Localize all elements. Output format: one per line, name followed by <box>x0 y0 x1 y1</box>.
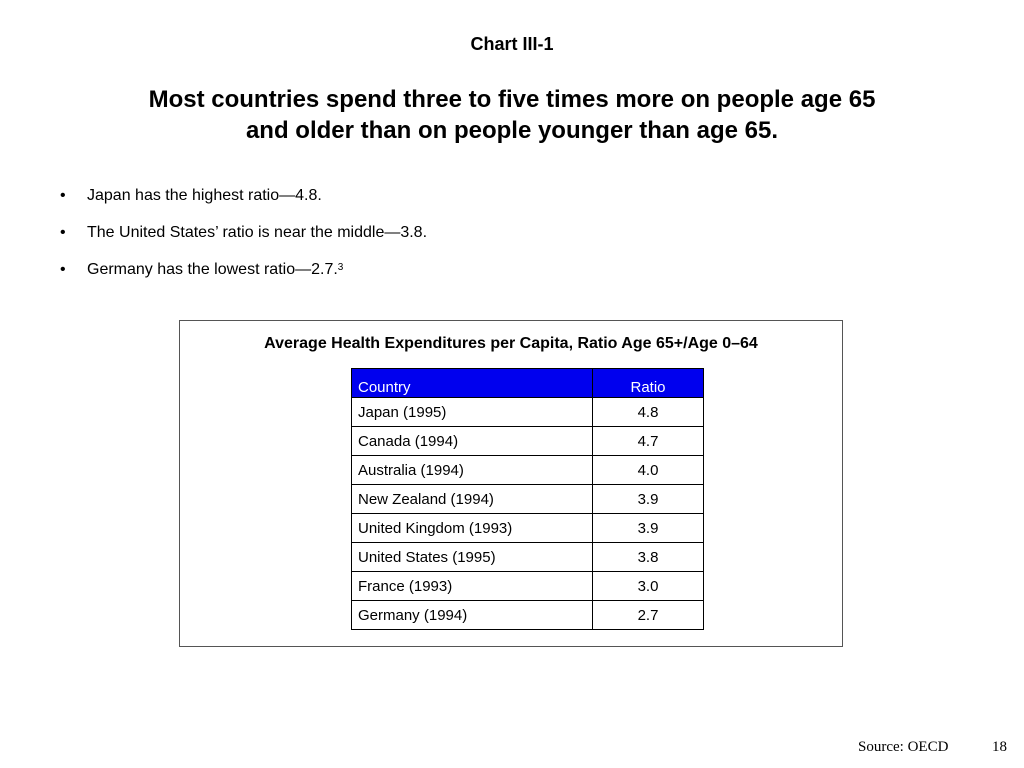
ratio-cell: 4.8 <box>592 397 704 427</box>
headline-line-2: and older than on people younger than ag… <box>245 117 779 144</box>
expenditure-ratio-table: Country Ratio Japan (1995) 4.8 Canada (1… <box>351 368 704 630</box>
slide-headline: Most countries spend three to five times… <box>40 84 984 146</box>
table-row: United Kingdom (1993) 3.9 <box>351 513 704 543</box>
page-number: 18 <box>992 739 1007 755</box>
bullet-dot-icon: • <box>60 261 66 278</box>
table-row: United States (1995) 3.8 <box>351 542 704 572</box>
chart-label: Chart III-1 <box>470 34 554 54</box>
source-note: Source: OECD <box>858 739 949 755</box>
footnote-marker: 3 <box>337 262 344 273</box>
table-row: France (1993) 3.0 <box>351 571 704 601</box>
country-cell: United States (1995) <box>351 542 593 572</box>
column-header-country: Country <box>351 368 593 398</box>
country-cell: Japan (1995) <box>351 397 593 427</box>
ratio-cell: 3.9 <box>592 513 704 543</box>
ratio-cell: 3.9 <box>592 484 704 514</box>
table-row: Japan (1995) 4.8 <box>351 397 704 427</box>
bullet-list: • Japan has the highest ratio—4.8. • The U… <box>60 184 427 295</box>
table-title: Average Health Expenditures per Capita, … <box>264 335 758 352</box>
table-row: New Zealand (1994) 3.9 <box>351 484 704 514</box>
ratio-cell: 3.8 <box>592 542 704 572</box>
headline-line-1: Most countries spend three to five times… <box>148 86 876 113</box>
bullet-dot-icon: • <box>60 187 66 204</box>
country-cell: Germany (1994) <box>351 600 593 630</box>
bullet-text: The United States’ ratio is near the mid… <box>87 224 428 241</box>
ratio-cell: 4.0 <box>592 455 704 485</box>
bullet-item: • Japan has the highest ratio—4.8. <box>60 184 427 221</box>
ratio-cell: 4.7 <box>592 426 704 456</box>
ratio-cell: 3.0 <box>592 571 704 601</box>
ratio-cell: 2.7 <box>592 600 704 630</box>
bullet-item: • The United States’ ratio is near the mi… <box>60 221 427 258</box>
country-cell: United Kingdom (1993) <box>351 513 593 543</box>
column-header-ratio: Ratio <box>592 368 704 398</box>
table-row: Germany (1994) 2.7 <box>351 600 704 630</box>
country-cell: Canada (1994) <box>351 426 593 456</box>
bullet-item: • Germany has the lowest ratio—2.7.3 <box>60 258 427 295</box>
country-cell: New Zealand (1994) <box>351 484 593 514</box>
bullet-text: Japan has the highest ratio—4.8. <box>87 187 322 204</box>
bullet-text: Germany has the lowest ratio—2.7. <box>87 261 338 278</box>
table-panel: Average Health Expenditures per Capita, … <box>179 320 843 647</box>
country-cell: Australia (1994) <box>351 455 593 485</box>
table-row: Canada (1994) 4.7 <box>351 426 704 456</box>
country-cell: France (1993) <box>351 571 593 601</box>
table-header-row: Country Ratio <box>351 368 704 398</box>
bullet-dot-icon: • <box>60 224 66 241</box>
table-row: Australia (1994) 4.0 <box>351 455 704 485</box>
